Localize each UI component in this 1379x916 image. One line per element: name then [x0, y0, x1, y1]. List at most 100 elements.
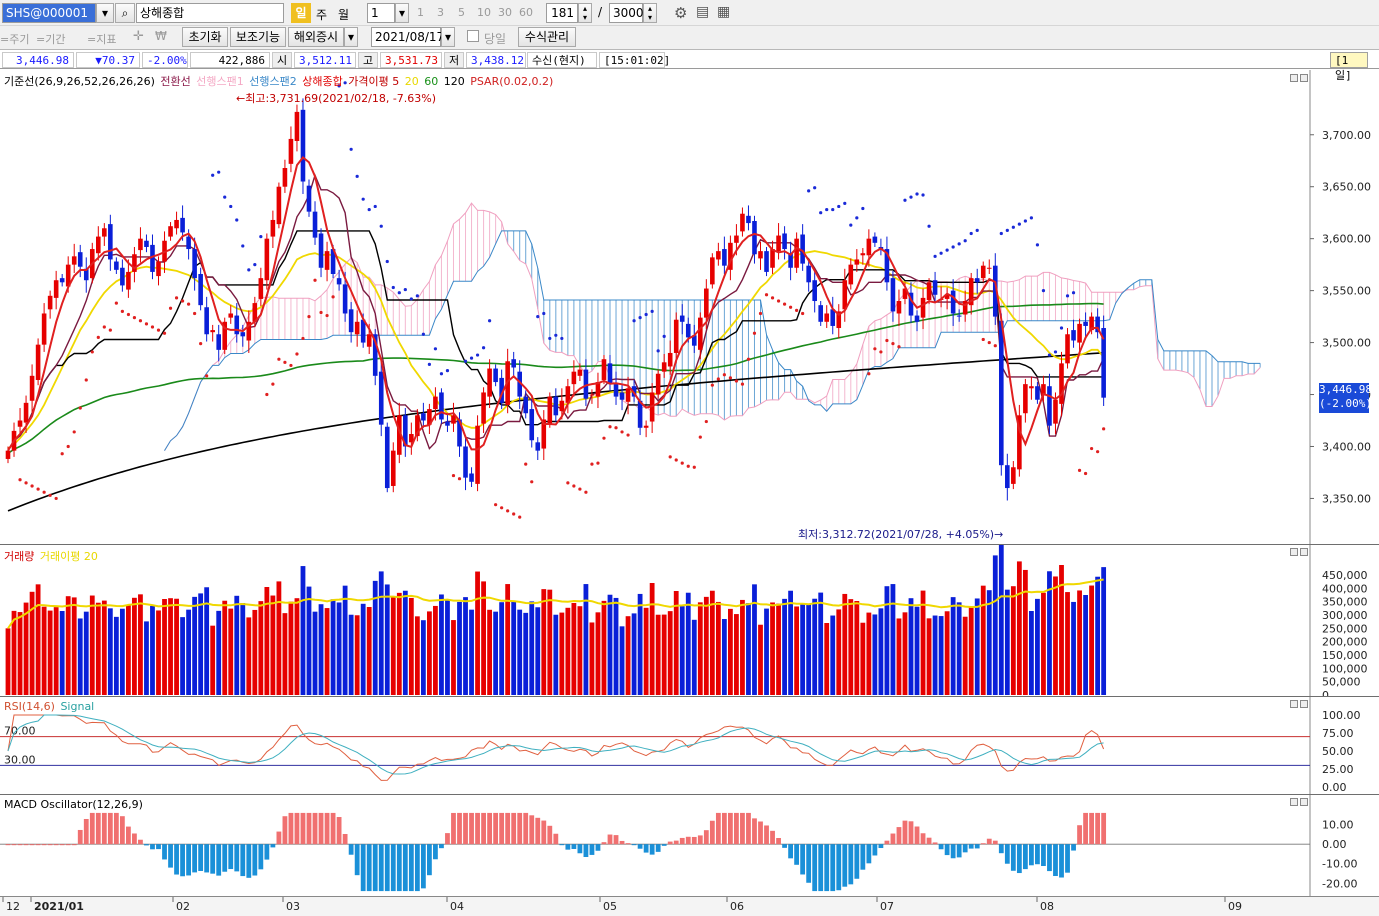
crosshair-icon[interactable]: ✛: [133, 29, 144, 44]
volume-bar: [547, 589, 553, 695]
change-percent: -2.00%: [142, 52, 188, 68]
period-toggle[interactable]: =기간: [36, 33, 66, 46]
volume-chart-svg[interactable]: 050,000100,000150,000200,000250,000300,0…: [0, 513, 1379, 702]
volume-panel: 0 50,000 100,000 150,000 200,000 250,000 300,0…: [0, 513, 1379, 702]
panel-minimize-button[interactable]: [1290, 74, 1298, 82]
price-tick-label: 3,500.00: [1322, 337, 1371, 350]
cycle-toggle[interactable]: =주기: [0, 33, 30, 46]
layout-icon[interactable]: ▦: [717, 4, 731, 20]
psar-dot: [24, 481, 28, 485]
panel-close-button[interactable]: [1300, 798, 1308, 806]
candle-body: [734, 235, 739, 243]
count-stepper[interactable]: ▴ ▾: [578, 3, 592, 23]
volume-bar: [463, 597, 468, 695]
symbol-code-input[interactable]: SHS@000001: [2, 3, 96, 23]
x-axis-svg: 12 2021/01 02 03 04 05 06 07 08 09: [2, 897, 1242, 913]
count-input[interactable]: 181: [546, 3, 578, 23]
macd-oscillator-bar: [390, 844, 396, 892]
minute-3-button[interactable]: 3: [437, 6, 444, 19]
reset-button[interactable]: 초기화: [182, 27, 228, 47]
minute-60-button[interactable]: 60: [519, 6, 533, 19]
panel-minimize-button[interactable]: [1290, 798, 1298, 806]
psar-dot: [728, 376, 733, 380]
symbol-name-field[interactable]: 상해종합: [136, 3, 284, 23]
assist-button[interactable]: 보조기능: [230, 27, 286, 47]
macd-oscillator-bar: [89, 812, 95, 845]
formula-button[interactable]: 수식관리: [518, 27, 576, 47]
rsi-chart-svg[interactable]: 0.00 25.00 50.00 75.00 100.00 70.00 30.00: [0, 697, 1379, 794]
candle-body: [926, 282, 932, 300]
psar-dot: [518, 515, 522, 519]
psar-dot: [1011, 225, 1015, 229]
macd-oscillator-bar: [734, 812, 739, 845]
macd-oscillator-bar: [457, 812, 462, 845]
volume-bar: [962, 616, 968, 695]
panel-minimize-button[interactable]: [1290, 548, 1298, 556]
overseas-button[interactable]: 해외증시: [288, 27, 344, 47]
macd-oscillator-bar: [944, 844, 950, 856]
date-input[interactable]: 2021/08/17: [371, 27, 444, 47]
currency-icon[interactable]: ₩: [155, 29, 167, 43]
psar-dot: [536, 314, 540, 319]
psar-dot: [987, 340, 991, 345]
indicator-toggle[interactable]: =지표: [87, 33, 117, 46]
overseas-dropdown[interactable]: ▾: [344, 27, 358, 47]
macd-oscillator-bar: [348, 844, 354, 855]
psar-dot: [813, 186, 817, 190]
search-icon: ⌕: [121, 6, 129, 20]
period-day-tab[interactable]: 일: [291, 3, 311, 23]
macd-oscillator-bar: [932, 842, 938, 845]
volume-bar: [77, 618, 83, 695]
panel-close-button[interactable]: [1300, 700, 1308, 708]
psar-dot: [981, 337, 985, 342]
panel-close-button[interactable]: [1300, 548, 1308, 556]
period-week-tab[interactable]: 주: [316, 8, 328, 22]
price-tick-label: 3,350.00: [1322, 492, 1371, 505]
psar-dot: [1017, 222, 1021, 226]
volume-bar: [649, 583, 655, 695]
minute-10-button[interactable]: 10: [477, 6, 491, 19]
period-month-tab[interactable]: 월: [338, 8, 350, 22]
save-icon[interactable]: ▤: [696, 4, 710, 20]
minute-5-button[interactable]: 5: [458, 6, 465, 19]
macd-oscillator-bar: [619, 840, 625, 845]
volume-bar: [427, 611, 432, 695]
panel-close-button[interactable]: [1300, 74, 1308, 82]
interval-dropdown[interactable]: ▾: [395, 3, 409, 23]
candle-body: [264, 238, 270, 281]
x-tick-label: 05: [603, 900, 617, 913]
interval-input[interactable]: 1: [367, 3, 395, 23]
psar-dot: [782, 302, 787, 306]
volume-bar: [673, 591, 679, 695]
toolbar-top: SHS@000001 ▾ ⌕ 상해종합 일 주 월 1 ▾ 1 3 5 10 3…: [0, 0, 1379, 26]
symbol-search-button[interactable]: ⌕: [115, 3, 135, 23]
price-tick-label: 3,600.00: [1322, 233, 1371, 246]
psar-dot: [150, 325, 155, 329]
open-value: 3,512.11: [294, 52, 356, 68]
macd-chart-svg[interactable]: -20.00 -10.00 0.00 10.00: [0, 795, 1379, 896]
gear-icon[interactable]: ⚙: [674, 4, 688, 22]
macd-oscillator-bar: [1089, 812, 1094, 845]
psar-dot: [120, 309, 124, 314]
date-dropdown[interactable]: ▾: [441, 27, 455, 47]
minute-30-button[interactable]: 30: [498, 6, 512, 19]
legend-ma60: 60: [424, 75, 439, 88]
psar-dot: [795, 308, 799, 312]
candle-body: [384, 426, 390, 489]
symbol-dropdown-button[interactable]: ▾: [96, 3, 114, 23]
minute-1-button[interactable]: 1: [417, 6, 424, 19]
panel-minimize-button[interactable]: [1290, 700, 1298, 708]
macd-oscillator-bar: [788, 844, 793, 859]
psar-dot: [397, 291, 401, 295]
high-value: 3,531.73: [380, 52, 442, 68]
candle-body: [571, 371, 577, 385]
total-input[interactable]: 3000: [609, 3, 644, 23]
candle-body: [547, 396, 553, 424]
price-chart-svg[interactable]: 3,350.003,400.003,450.003,500.003,550.00…: [0, 70, 1379, 544]
total-stepper[interactable]: ▴ ▾: [643, 3, 657, 23]
x-tick-label: 02: [176, 900, 190, 913]
today-checkbox[interactable]: [467, 30, 479, 42]
psar-dot: [66, 444, 70, 449]
candle-body: [150, 244, 155, 272]
candle-body: [102, 228, 107, 237]
